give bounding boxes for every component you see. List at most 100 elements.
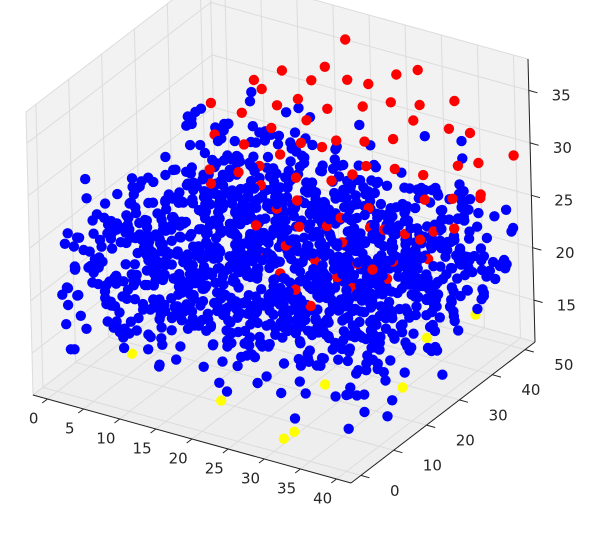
data-point bbox=[317, 260, 328, 271]
data-point bbox=[205, 178, 217, 189]
data-point bbox=[62, 228, 73, 239]
x-tick-label: 30 bbox=[241, 470, 260, 488]
data-point bbox=[245, 231, 256, 242]
data-point bbox=[357, 101, 368, 112]
x-tick-mark bbox=[186, 438, 193, 444]
data-point bbox=[248, 151, 259, 162]
data-point bbox=[142, 279, 153, 291]
data-point bbox=[374, 278, 385, 289]
data-point bbox=[500, 263, 511, 274]
data-point bbox=[292, 315, 304, 327]
data-point bbox=[171, 248, 182, 260]
data-point bbox=[437, 214, 449, 225]
x-tick-mark bbox=[222, 448, 229, 454]
data-point bbox=[399, 367, 410, 378]
data-point bbox=[339, 202, 350, 213]
data-point bbox=[280, 215, 291, 226]
data-point bbox=[250, 268, 261, 279]
y-tick-label: 50 bbox=[554, 356, 573, 374]
x-tick-label: 15 bbox=[133, 440, 152, 458]
data-point bbox=[385, 355, 396, 366]
data-point bbox=[352, 257, 364, 268]
data-point bbox=[195, 139, 206, 151]
data-point bbox=[262, 151, 274, 163]
data-point bbox=[369, 220, 380, 231]
data-point bbox=[226, 259, 237, 270]
data-point bbox=[210, 277, 221, 288]
data-point bbox=[498, 254, 510, 266]
x-tick-label: 10 bbox=[96, 430, 115, 448]
data-point bbox=[473, 207, 484, 219]
data-point bbox=[272, 139, 284, 150]
grid-line-x bbox=[296, 0, 305, 279]
data-point bbox=[397, 382, 408, 393]
data-point bbox=[312, 322, 323, 333]
data-point bbox=[421, 332, 432, 344]
data-point bbox=[124, 328, 135, 339]
data-point bbox=[184, 139, 196, 151]
data-point bbox=[319, 204, 330, 215]
z-tick-mark bbox=[528, 89, 538, 94]
data-point bbox=[222, 302, 233, 313]
data-point bbox=[290, 328, 301, 339]
data-point bbox=[293, 102, 304, 114]
z-tick-mark bbox=[529, 142, 539, 146]
data-point bbox=[278, 433, 290, 444]
data-point bbox=[446, 263, 458, 274]
data-point bbox=[371, 208, 383, 219]
grid-line-z bbox=[29, 106, 214, 249]
data-point bbox=[360, 333, 372, 345]
data-point bbox=[232, 360, 243, 372]
data-point bbox=[328, 263, 340, 275]
data-point bbox=[389, 250, 400, 261]
data-point bbox=[399, 206, 410, 217]
data-point bbox=[78, 244, 89, 256]
data-point bbox=[233, 282, 244, 293]
data-point bbox=[102, 228, 113, 239]
data-point bbox=[449, 223, 460, 234]
data-point bbox=[249, 183, 260, 194]
data-point bbox=[120, 259, 131, 270]
grid-line-y bbox=[68, 79, 77, 363]
data-point bbox=[359, 307, 370, 318]
data-point bbox=[442, 244, 453, 256]
data-point bbox=[324, 306, 335, 317]
data-point bbox=[341, 212, 353, 223]
data-point bbox=[81, 323, 92, 334]
z-tick-label: 35 bbox=[552, 87, 571, 105]
data-point bbox=[285, 156, 296, 167]
grid-line-y bbox=[35, 104, 44, 388]
data-point bbox=[216, 395, 227, 406]
x-tick-label: 40 bbox=[313, 490, 332, 508]
data-point bbox=[375, 301, 386, 312]
data-point bbox=[400, 239, 411, 250]
data-point bbox=[143, 239, 154, 250]
data-point bbox=[475, 243, 487, 254]
data-point bbox=[380, 375, 391, 386]
data-point bbox=[412, 64, 423, 76]
data-point bbox=[408, 328, 419, 339]
data-point bbox=[83, 262, 94, 273]
data-point bbox=[274, 149, 286, 160]
data-point bbox=[221, 386, 233, 397]
data-point bbox=[178, 197, 189, 208]
data-point bbox=[245, 239, 256, 251]
data-point bbox=[288, 234, 300, 246]
data-point bbox=[131, 183, 143, 194]
data-point bbox=[246, 349, 258, 360]
data-point bbox=[447, 193, 458, 204]
data-point bbox=[366, 325, 377, 336]
data-point bbox=[172, 301, 183, 312]
data-point bbox=[207, 154, 218, 166]
data-point bbox=[314, 230, 325, 241]
data-point bbox=[308, 263, 319, 275]
data-point bbox=[301, 177, 312, 188]
data-point bbox=[361, 277, 372, 289]
data-point bbox=[166, 325, 177, 336]
data-point bbox=[316, 141, 328, 153]
data-point bbox=[294, 266, 306, 277]
data-point bbox=[343, 254, 355, 266]
data-point bbox=[382, 311, 394, 323]
data-point bbox=[102, 316, 113, 327]
data-point bbox=[264, 338, 275, 350]
